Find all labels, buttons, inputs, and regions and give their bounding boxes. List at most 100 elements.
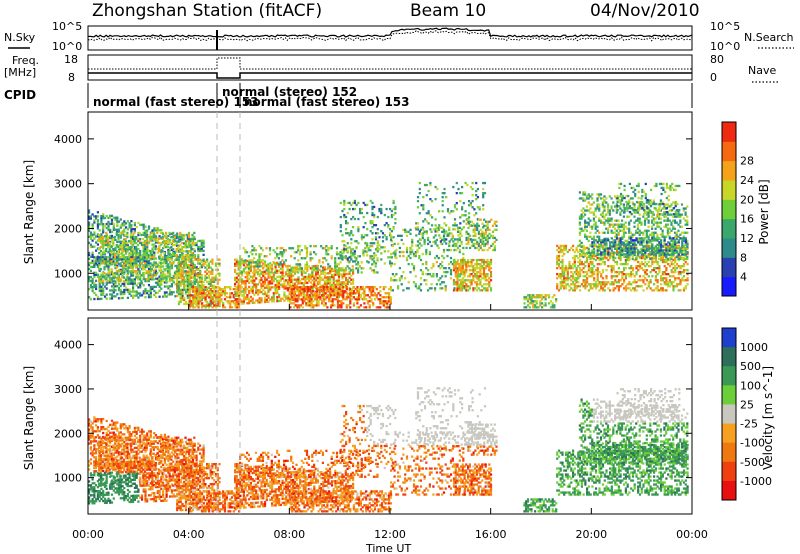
heatmap-cell xyxy=(204,292,207,295)
heatmap-cell xyxy=(304,281,307,285)
heatmap-cell xyxy=(137,252,140,255)
heatmap-cell xyxy=(587,265,590,268)
heatmap-cell xyxy=(356,306,359,309)
heatmap-cell xyxy=(88,211,91,214)
heatmap-cell xyxy=(156,279,159,282)
heatmap-cell xyxy=(197,276,200,279)
heatmap-cell xyxy=(553,306,556,309)
heatmap-cell xyxy=(151,239,154,242)
heatmap-cell xyxy=(297,278,300,281)
heatmap-cell xyxy=(119,291,122,294)
heatmap-cell xyxy=(468,222,471,225)
heatmap-cell xyxy=(557,273,561,276)
heatmap-cell xyxy=(336,273,339,276)
heatmap-cell xyxy=(144,243,147,246)
heatmap-cell xyxy=(129,239,132,243)
heatmap-cell xyxy=(582,281,585,284)
heatmap-cell xyxy=(197,272,200,275)
heatmap-cell xyxy=(489,263,493,266)
heatmap-cell xyxy=(137,292,140,295)
heatmap-cell xyxy=(544,298,547,301)
heatmap-cell xyxy=(183,234,186,237)
heatmap-cell xyxy=(144,235,147,238)
heatmap-cell xyxy=(290,247,293,250)
heatmap-cell xyxy=(580,269,583,272)
heatmap-cell xyxy=(115,231,118,235)
heatmap-cell xyxy=(460,234,463,237)
heatmap-cell xyxy=(566,279,569,282)
heatmap-cell xyxy=(153,229,156,232)
heatmap-cell xyxy=(303,288,306,291)
heatmap-cell xyxy=(101,272,104,275)
heatmap-cell xyxy=(563,279,566,282)
heatmap-cell xyxy=(142,266,145,269)
heatmap-cell xyxy=(428,240,431,244)
heatmap-cell xyxy=(456,275,459,278)
heatmap-cell xyxy=(241,302,244,305)
heatmap-cell xyxy=(142,241,145,245)
heatmap-cell xyxy=(207,286,210,289)
heatmap-cell xyxy=(197,302,200,305)
heatmap-cell xyxy=(249,261,252,264)
heatmap-cell xyxy=(442,248,446,252)
heatmap-cell xyxy=(254,253,258,256)
heatmap-cell xyxy=(350,269,353,272)
heatmap-cell xyxy=(218,274,221,277)
heatmap-cell xyxy=(425,248,428,252)
heatmap-cell xyxy=(286,281,289,284)
heatmap-cell xyxy=(180,248,184,251)
heatmap-cell xyxy=(283,275,286,278)
heatmap-cell xyxy=(346,258,349,261)
heatmap-cell xyxy=(177,256,180,259)
heatmap-cell xyxy=(572,248,575,252)
heatmap-cell xyxy=(268,267,272,270)
heatmap-cell xyxy=(146,237,149,240)
heatmap-cell xyxy=(136,243,139,247)
heatmap-cell xyxy=(451,263,454,266)
heatmap-cell xyxy=(380,296,384,299)
heatmap-cell xyxy=(454,271,457,274)
heatmap-cell xyxy=(248,259,251,262)
heatmap-cell xyxy=(237,282,240,285)
heatmap-cell xyxy=(285,265,288,268)
heatmap-cell xyxy=(99,276,102,279)
heatmap-cell xyxy=(346,222,349,225)
heatmap-cell xyxy=(278,283,281,286)
heatmap-cell xyxy=(242,260,245,263)
heatmap-cell xyxy=(161,231,164,235)
heatmap-cell xyxy=(239,261,242,264)
heatmap-cell xyxy=(468,200,471,203)
heatmap-cell xyxy=(131,266,134,269)
heatmap-cell xyxy=(416,196,420,199)
heatmap-cell xyxy=(187,254,191,257)
heatmap-cell xyxy=(471,194,474,197)
heatmap-cell xyxy=(342,269,346,272)
heatmap-cell xyxy=(200,264,203,267)
heatmap-cell xyxy=(347,296,350,299)
heatmap-cell xyxy=(328,298,331,301)
heatmap-cell xyxy=(195,290,198,293)
heatmap-cell xyxy=(572,256,575,260)
heatmap-cell xyxy=(215,300,218,303)
heatmap-cell xyxy=(446,271,449,274)
heatmap-cell xyxy=(591,287,594,290)
heatmap-cell xyxy=(458,263,461,266)
heatmap-cell xyxy=(489,258,493,262)
heatmap-cell xyxy=(116,250,119,254)
heatmap-cell xyxy=(184,274,188,277)
heatmap-cell xyxy=(317,302,320,305)
heatmap-cell xyxy=(601,277,605,280)
heatmap-cell xyxy=(193,278,196,281)
heatmap-cell xyxy=(437,246,440,250)
heatmap-cell xyxy=(315,279,318,282)
heatmap-cell xyxy=(390,209,393,213)
heatmap-cell xyxy=(368,288,371,291)
heatmap-cell xyxy=(154,271,158,274)
heatmap-cell xyxy=(128,222,131,225)
heatmap-cell xyxy=(112,274,115,277)
heatmap-cell xyxy=(425,194,428,197)
heatmap-cell xyxy=(419,283,423,286)
heatmap-cell xyxy=(472,269,475,272)
heatmap-cell xyxy=(361,288,364,291)
heatmap-cell xyxy=(281,251,284,254)
